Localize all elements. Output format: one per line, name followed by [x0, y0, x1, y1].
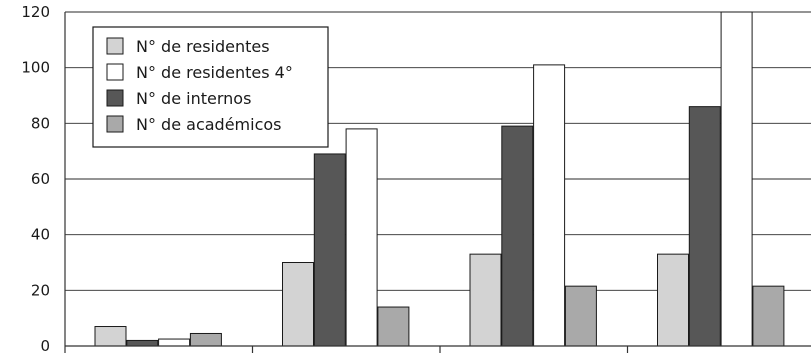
bar — [282, 262, 314, 347]
bars — [94, 11, 785, 347]
y-tick-label: 0 — [40, 337, 50, 355]
bar — [158, 338, 191, 347]
bar — [533, 64, 566, 347]
bar — [564, 285, 597, 347]
bar — [345, 128, 378, 347]
bar — [688, 106, 721, 347]
bar — [469, 253, 502, 347]
legend-swatch-internos — [106, 89, 124, 107]
legend: N° de residentes N° de residentes 4° N° … — [92, 26, 329, 148]
legend-label-residentes-4: N° de residentes 4° — [136, 63, 293, 82]
legend-label-residentes: N° de residentes — [136, 37, 270, 56]
y-tick-label: 40 — [31, 226, 50, 244]
y-tick-label: 20 — [31, 281, 50, 299]
bar — [126, 339, 159, 347]
y-tick-label: 80 — [31, 114, 50, 132]
bar — [313, 153, 346, 347]
bar — [189, 332, 222, 347]
legend-label-academicos: N° de académicos — [136, 115, 282, 134]
y-tick-label: 120 — [21, 3, 50, 21]
bar — [94, 326, 127, 347]
y-tick-label: 60 — [31, 170, 50, 188]
legend-swatch-residentes — [106, 37, 124, 55]
x-axis-ticks — [64, 346, 629, 353]
bar — [657, 253, 689, 347]
legend-swatch-residentes-4 — [106, 63, 124, 81]
y-axis-ticks: 0 20 40 60 80 100 120 — [21, 3, 50, 355]
bar — [752, 285, 785, 347]
legend-box — [92, 26, 329, 148]
y-tick-label: 100 — [21, 59, 50, 77]
bar — [720, 11, 753, 347]
bar — [377, 306, 410, 347]
legend-label-internos: N° de internos — [136, 89, 251, 108]
legend-swatch-academicos — [106, 115, 124, 133]
bar — [501, 125, 534, 347]
